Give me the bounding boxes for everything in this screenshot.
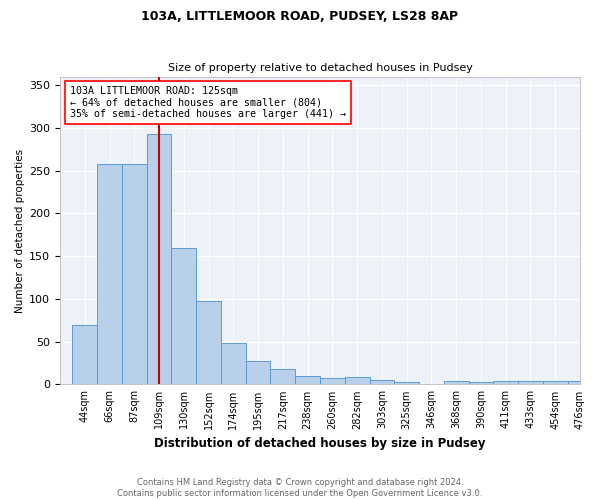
Bar bbox=[320, 378, 345, 384]
Bar bbox=[146, 134, 172, 384]
Bar bbox=[122, 164, 146, 384]
Bar bbox=[172, 248, 196, 384]
Bar bbox=[568, 381, 592, 384]
Bar bbox=[469, 382, 493, 384]
Text: 103A, LITTLEMOOR ROAD, PUDSEY, LS28 8AP: 103A, LITTLEMOOR ROAD, PUDSEY, LS28 8AP bbox=[142, 10, 458, 23]
Bar bbox=[518, 381, 543, 384]
Bar bbox=[444, 381, 469, 384]
Text: 103A LITTLEMOOR ROAD: 125sqm
← 64% of detached houses are smaller (804)
35% of s: 103A LITTLEMOOR ROAD: 125sqm ← 64% of de… bbox=[70, 86, 346, 119]
Bar bbox=[345, 376, 370, 384]
Y-axis label: Number of detached properties: Number of detached properties bbox=[15, 148, 25, 312]
Bar bbox=[543, 381, 568, 384]
Bar bbox=[73, 324, 97, 384]
Bar bbox=[493, 381, 518, 384]
Bar bbox=[271, 369, 295, 384]
Bar bbox=[97, 164, 122, 384]
Bar bbox=[221, 344, 246, 384]
Bar bbox=[295, 376, 320, 384]
Bar bbox=[196, 302, 221, 384]
Text: Contains HM Land Registry data © Crown copyright and database right 2024.
Contai: Contains HM Land Registry data © Crown c… bbox=[118, 478, 482, 498]
Bar bbox=[370, 380, 394, 384]
X-axis label: Distribution of detached houses by size in Pudsey: Distribution of detached houses by size … bbox=[154, 437, 486, 450]
Title: Size of property relative to detached houses in Pudsey: Size of property relative to detached ho… bbox=[167, 63, 472, 73]
Bar bbox=[394, 382, 419, 384]
Bar bbox=[246, 362, 271, 384]
